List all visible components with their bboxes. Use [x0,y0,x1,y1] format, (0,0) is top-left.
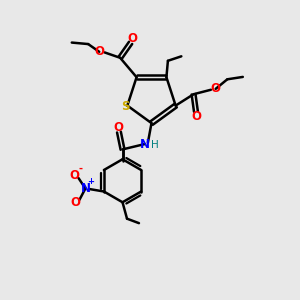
Text: N: N [140,137,150,151]
Text: O: O [127,32,137,45]
Text: O: O [70,196,80,209]
Text: O: O [69,169,79,182]
Text: O: O [113,121,123,134]
Text: O: O [94,45,104,58]
Text: +: + [87,178,94,187]
Text: N: N [80,182,90,195]
Text: -: - [79,164,83,173]
Text: O: O [192,110,202,123]
Text: H: H [152,140,159,150]
Text: O: O [211,82,220,95]
Text: S: S [121,100,130,113]
